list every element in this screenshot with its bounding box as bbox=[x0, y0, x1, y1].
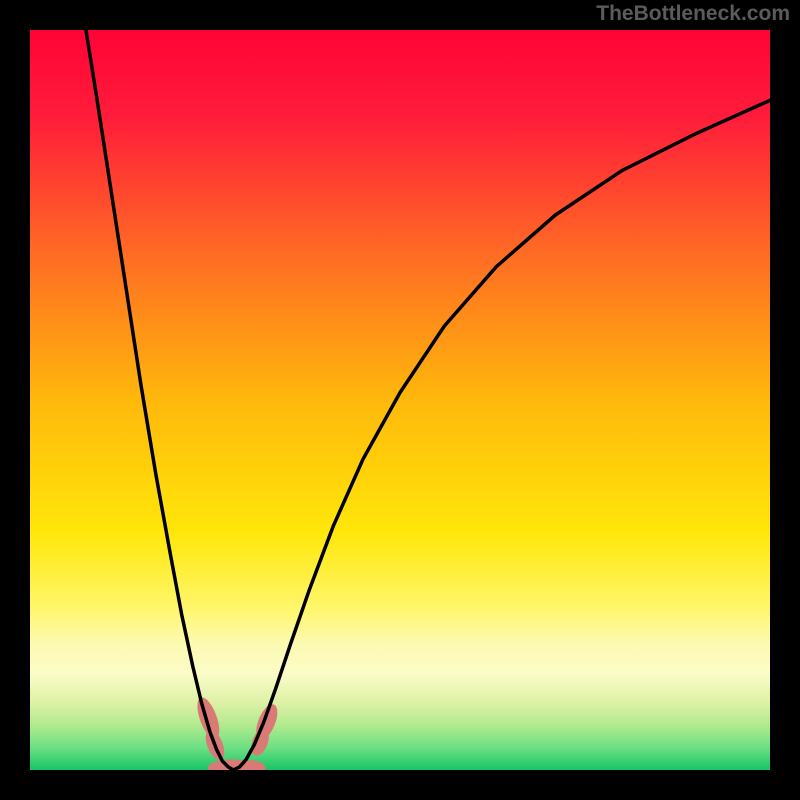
bottleneck-chart bbox=[0, 0, 800, 800]
gradient-background bbox=[30, 30, 770, 770]
attribution-label: TheBottleneck.com bbox=[596, 2, 790, 26]
